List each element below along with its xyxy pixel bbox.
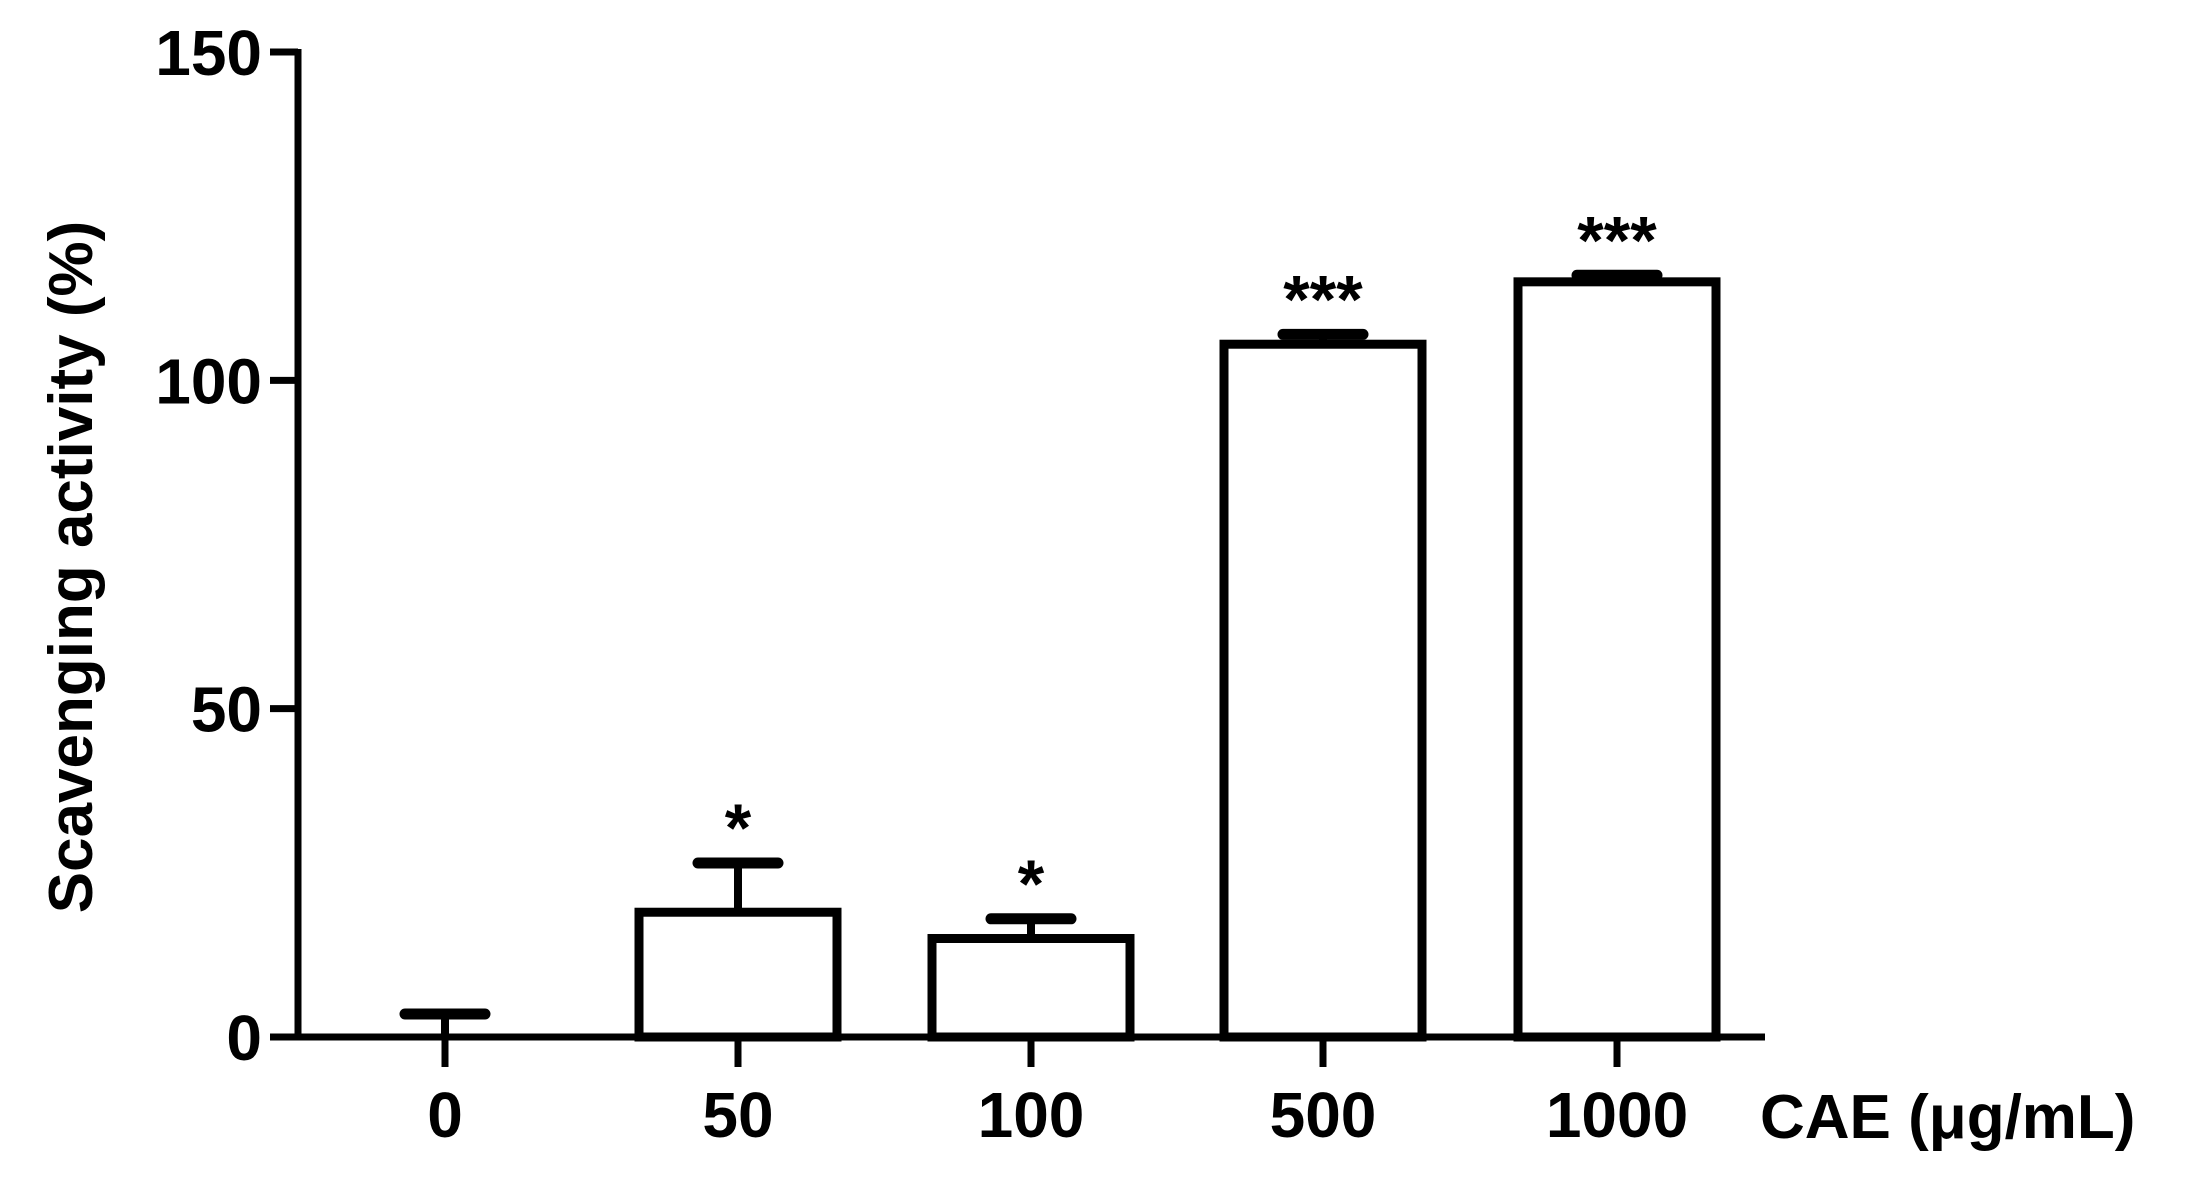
x-tick-label: 100 <box>978 1079 1085 1151</box>
bar <box>1513 277 1721 1042</box>
bar <box>1219 339 1427 1042</box>
significance-annotations-layer: ******** <box>725 202 1657 922</box>
significance-marker: *** <box>1577 202 1657 278</box>
x-tick-label: 500 <box>1270 1079 1377 1151</box>
y-tick-label: 0 <box>226 1002 262 1074</box>
y-tick-label: 100 <box>155 345 262 417</box>
significance-marker: * <box>725 790 752 866</box>
x-ticks-layer: 0 50 100 500 1000 <box>427 1037 1688 1151</box>
bars-layer <box>634 277 1721 1042</box>
y-ticks-layer: 0 50 100 150 <box>155 17 298 1074</box>
x-tick-label: 0 <box>427 1079 463 1151</box>
y-tick-label: 150 <box>155 17 262 89</box>
y-axis-title: Scavenging activity (%) <box>37 221 106 914</box>
x-axis-title: CAE (μg/mL) <box>1760 1083 2135 1152</box>
significance-marker: * <box>1018 846 1045 922</box>
error-bars-layer <box>399 269 1663 1037</box>
y-tick-label: 50 <box>191 674 262 746</box>
x-tick-label: 1000 <box>1546 1079 1688 1151</box>
significance-marker: *** <box>1283 261 1363 337</box>
x-tick-label: 50 <box>702 1079 773 1151</box>
bar <box>634 907 842 1042</box>
bar <box>927 934 1135 1042</box>
